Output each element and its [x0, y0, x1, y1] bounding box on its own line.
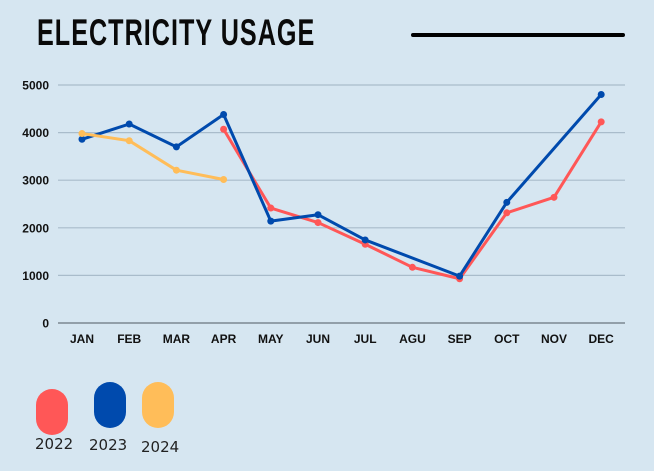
- data-point-2023: [361, 236, 369, 244]
- gridlines: [58, 84, 625, 324]
- data-point-2022: [408, 263, 416, 271]
- data-point-2023: [172, 143, 180, 151]
- legend-swatch-2024: [142, 382, 174, 428]
- data-point-2024: [78, 130, 86, 138]
- x-tick-label: JAN: [70, 332, 94, 346]
- data-point-2022: [597, 118, 605, 126]
- x-tick-label: DEC: [589, 332, 615, 346]
- decorative-line: [411, 33, 625, 37]
- x-tick-label: OCT: [494, 332, 520, 346]
- y-axis-ticks: 0 1000 2000 3000 4000 5000: [22, 79, 49, 331]
- y-tick-label: 2000: [22, 221, 49, 235]
- x-tick-label: MAY: [258, 332, 284, 346]
- legend-label-2024: 2024: [141, 438, 180, 456]
- x-tick-label: FEB: [117, 332, 141, 346]
- x-tick-label: SEP: [448, 332, 472, 346]
- series-2023: [78, 91, 605, 280]
- y-tick-label: 0: [42, 317, 49, 331]
- data-point-2023: [597, 91, 605, 99]
- data-point-2024: [172, 166, 180, 174]
- y-tick-label: 4000: [22, 126, 49, 140]
- data-point-2024: [220, 175, 228, 183]
- series-line-2022: [222, 120, 603, 281]
- data-point-2023: [314, 211, 322, 219]
- x-axis-ticks: JAN FEB MAR APR MAY JUN JUL AGU SEP OCT NOV DEC: [70, 332, 614, 346]
- legend-label-2022: 2022: [35, 435, 74, 453]
- series-2024: [78, 130, 228, 183]
- data-point-2023: [78, 135, 86, 143]
- chart-title: ELECTRICITY USAGE: [37, 12, 316, 53]
- legend-swatch-2023: [94, 382, 126, 428]
- legend-swatch-2022: [36, 389, 68, 435]
- x-tick-label: MAR: [163, 332, 191, 346]
- x-tick-label: NOV: [541, 332, 567, 346]
- series-lines: [78, 91, 605, 283]
- y-tick-label: 3000: [22, 174, 49, 188]
- series-line-2023: [80, 93, 603, 278]
- x-tick-label: JUN: [306, 332, 330, 346]
- y-tick-label: 1000: [22, 269, 49, 283]
- data-point-2022: [220, 125, 228, 133]
- legend-label-2023: 2023: [89, 436, 128, 454]
- x-tick-label: AGU: [399, 332, 426, 346]
- data-point-2022: [503, 209, 511, 217]
- series-line-2024: [80, 132, 226, 181]
- data-point-2023: [267, 217, 275, 225]
- data-point-2023: [503, 198, 511, 206]
- x-tick-label: JUL: [354, 332, 377, 346]
- data-point-2023: [220, 111, 228, 119]
- y-tick-label: 5000: [22, 79, 49, 93]
- data-point-2023: [125, 120, 133, 128]
- data-point-2024: [125, 137, 133, 145]
- x-tick-label: APR: [211, 332, 237, 346]
- data-point-2022: [550, 193, 558, 201]
- data-point-2022: [267, 204, 275, 212]
- data-point-2023: [456, 272, 464, 280]
- data-point-2022: [314, 219, 322, 227]
